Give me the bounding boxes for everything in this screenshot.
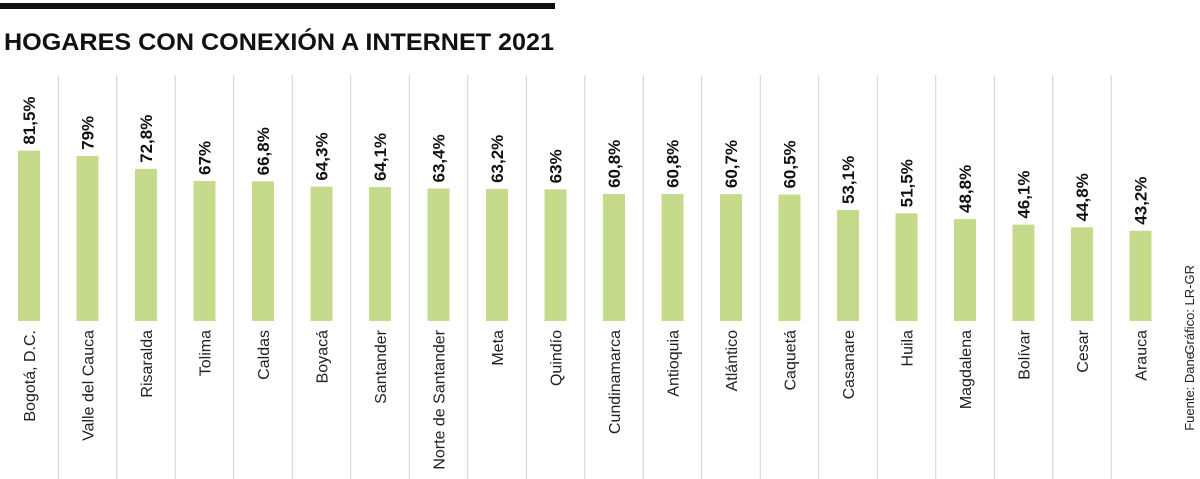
value-label: 63% xyxy=(547,149,566,183)
bar xyxy=(1071,227,1093,321)
bar xyxy=(135,168,157,321)
x-tick-label: Huila xyxy=(900,330,917,367)
x-tick-label: Quindío xyxy=(549,330,566,386)
value-label: 53,1% xyxy=(839,156,858,204)
x-tick-label: Casanare xyxy=(841,330,858,399)
bar xyxy=(310,186,333,321)
x-tick-label: Caldas xyxy=(256,330,273,380)
value-label: 46,1% xyxy=(1015,170,1034,218)
source: Fuente: Dane xyxy=(1182,352,1197,431)
bar xyxy=(1129,230,1152,321)
x-tick-label: Norte de Santander xyxy=(432,329,449,469)
value-label: 81,5% xyxy=(20,96,39,144)
value-label: 66,8% xyxy=(254,127,273,175)
bar xyxy=(252,181,274,321)
bar xyxy=(18,150,40,321)
value-label: 72,8% xyxy=(137,115,156,163)
x-tick-label: Tolima xyxy=(198,330,215,376)
bar xyxy=(837,210,859,321)
x-tick-label: Atlántico xyxy=(724,330,741,391)
chart-title: HOGARES CON CONEXIÓN A INTERNET 2021 xyxy=(4,28,554,56)
x-tick-label: Arauca xyxy=(1134,330,1151,381)
x-tick-label: Santander xyxy=(373,329,390,404)
bar xyxy=(778,194,801,321)
x-tick-label: Boyacá xyxy=(315,330,332,383)
x-tick-label: Antioquia xyxy=(666,330,683,397)
bar xyxy=(193,180,216,321)
value-label: 60,8% xyxy=(664,140,683,188)
bar xyxy=(720,194,742,321)
bar xyxy=(954,219,976,321)
value-label: 44,8% xyxy=(1073,173,1092,221)
value-label: 60,5% xyxy=(781,140,800,188)
value-label: 79% xyxy=(79,116,98,150)
x-tick-label: Bogotá, D.C. xyxy=(22,330,39,422)
bar xyxy=(486,188,508,321)
x-tick-label: Risaralda xyxy=(139,330,156,398)
value-label: 60,8% xyxy=(605,140,624,188)
value-label: 60,7% xyxy=(722,140,741,188)
x-tick-label: Cesar xyxy=(1075,329,1092,372)
value-label: 48,8% xyxy=(956,165,975,213)
bar xyxy=(603,193,625,321)
bar xyxy=(544,189,567,321)
x-tick-label: Magdalena xyxy=(958,330,975,409)
x-tick-label: Bolívar xyxy=(1017,329,1034,379)
value-label: 67% xyxy=(196,141,215,175)
top-rule xyxy=(0,3,555,9)
bar xyxy=(427,188,450,321)
value-label: 51,5% xyxy=(898,159,917,207)
x-tick-label: Valle del Cauca xyxy=(81,330,98,441)
x-tick-label: Meta xyxy=(490,330,507,366)
x-tick-label: Caquetá xyxy=(783,330,800,391)
bar xyxy=(895,213,918,321)
value-label: 43,2% xyxy=(1132,177,1151,225)
value-label: 63,4% xyxy=(430,134,449,182)
value-label: 64,3% xyxy=(313,132,332,180)
credit: Gráfico: LR-GR xyxy=(1182,265,1197,355)
x-tick-label: Cundinamarca xyxy=(607,330,624,434)
bar xyxy=(76,155,99,321)
value-label: 64,1% xyxy=(371,133,390,181)
bar xyxy=(661,193,684,321)
value-label: 63,2% xyxy=(488,135,507,183)
bar xyxy=(369,187,391,321)
bar xyxy=(1012,224,1035,321)
